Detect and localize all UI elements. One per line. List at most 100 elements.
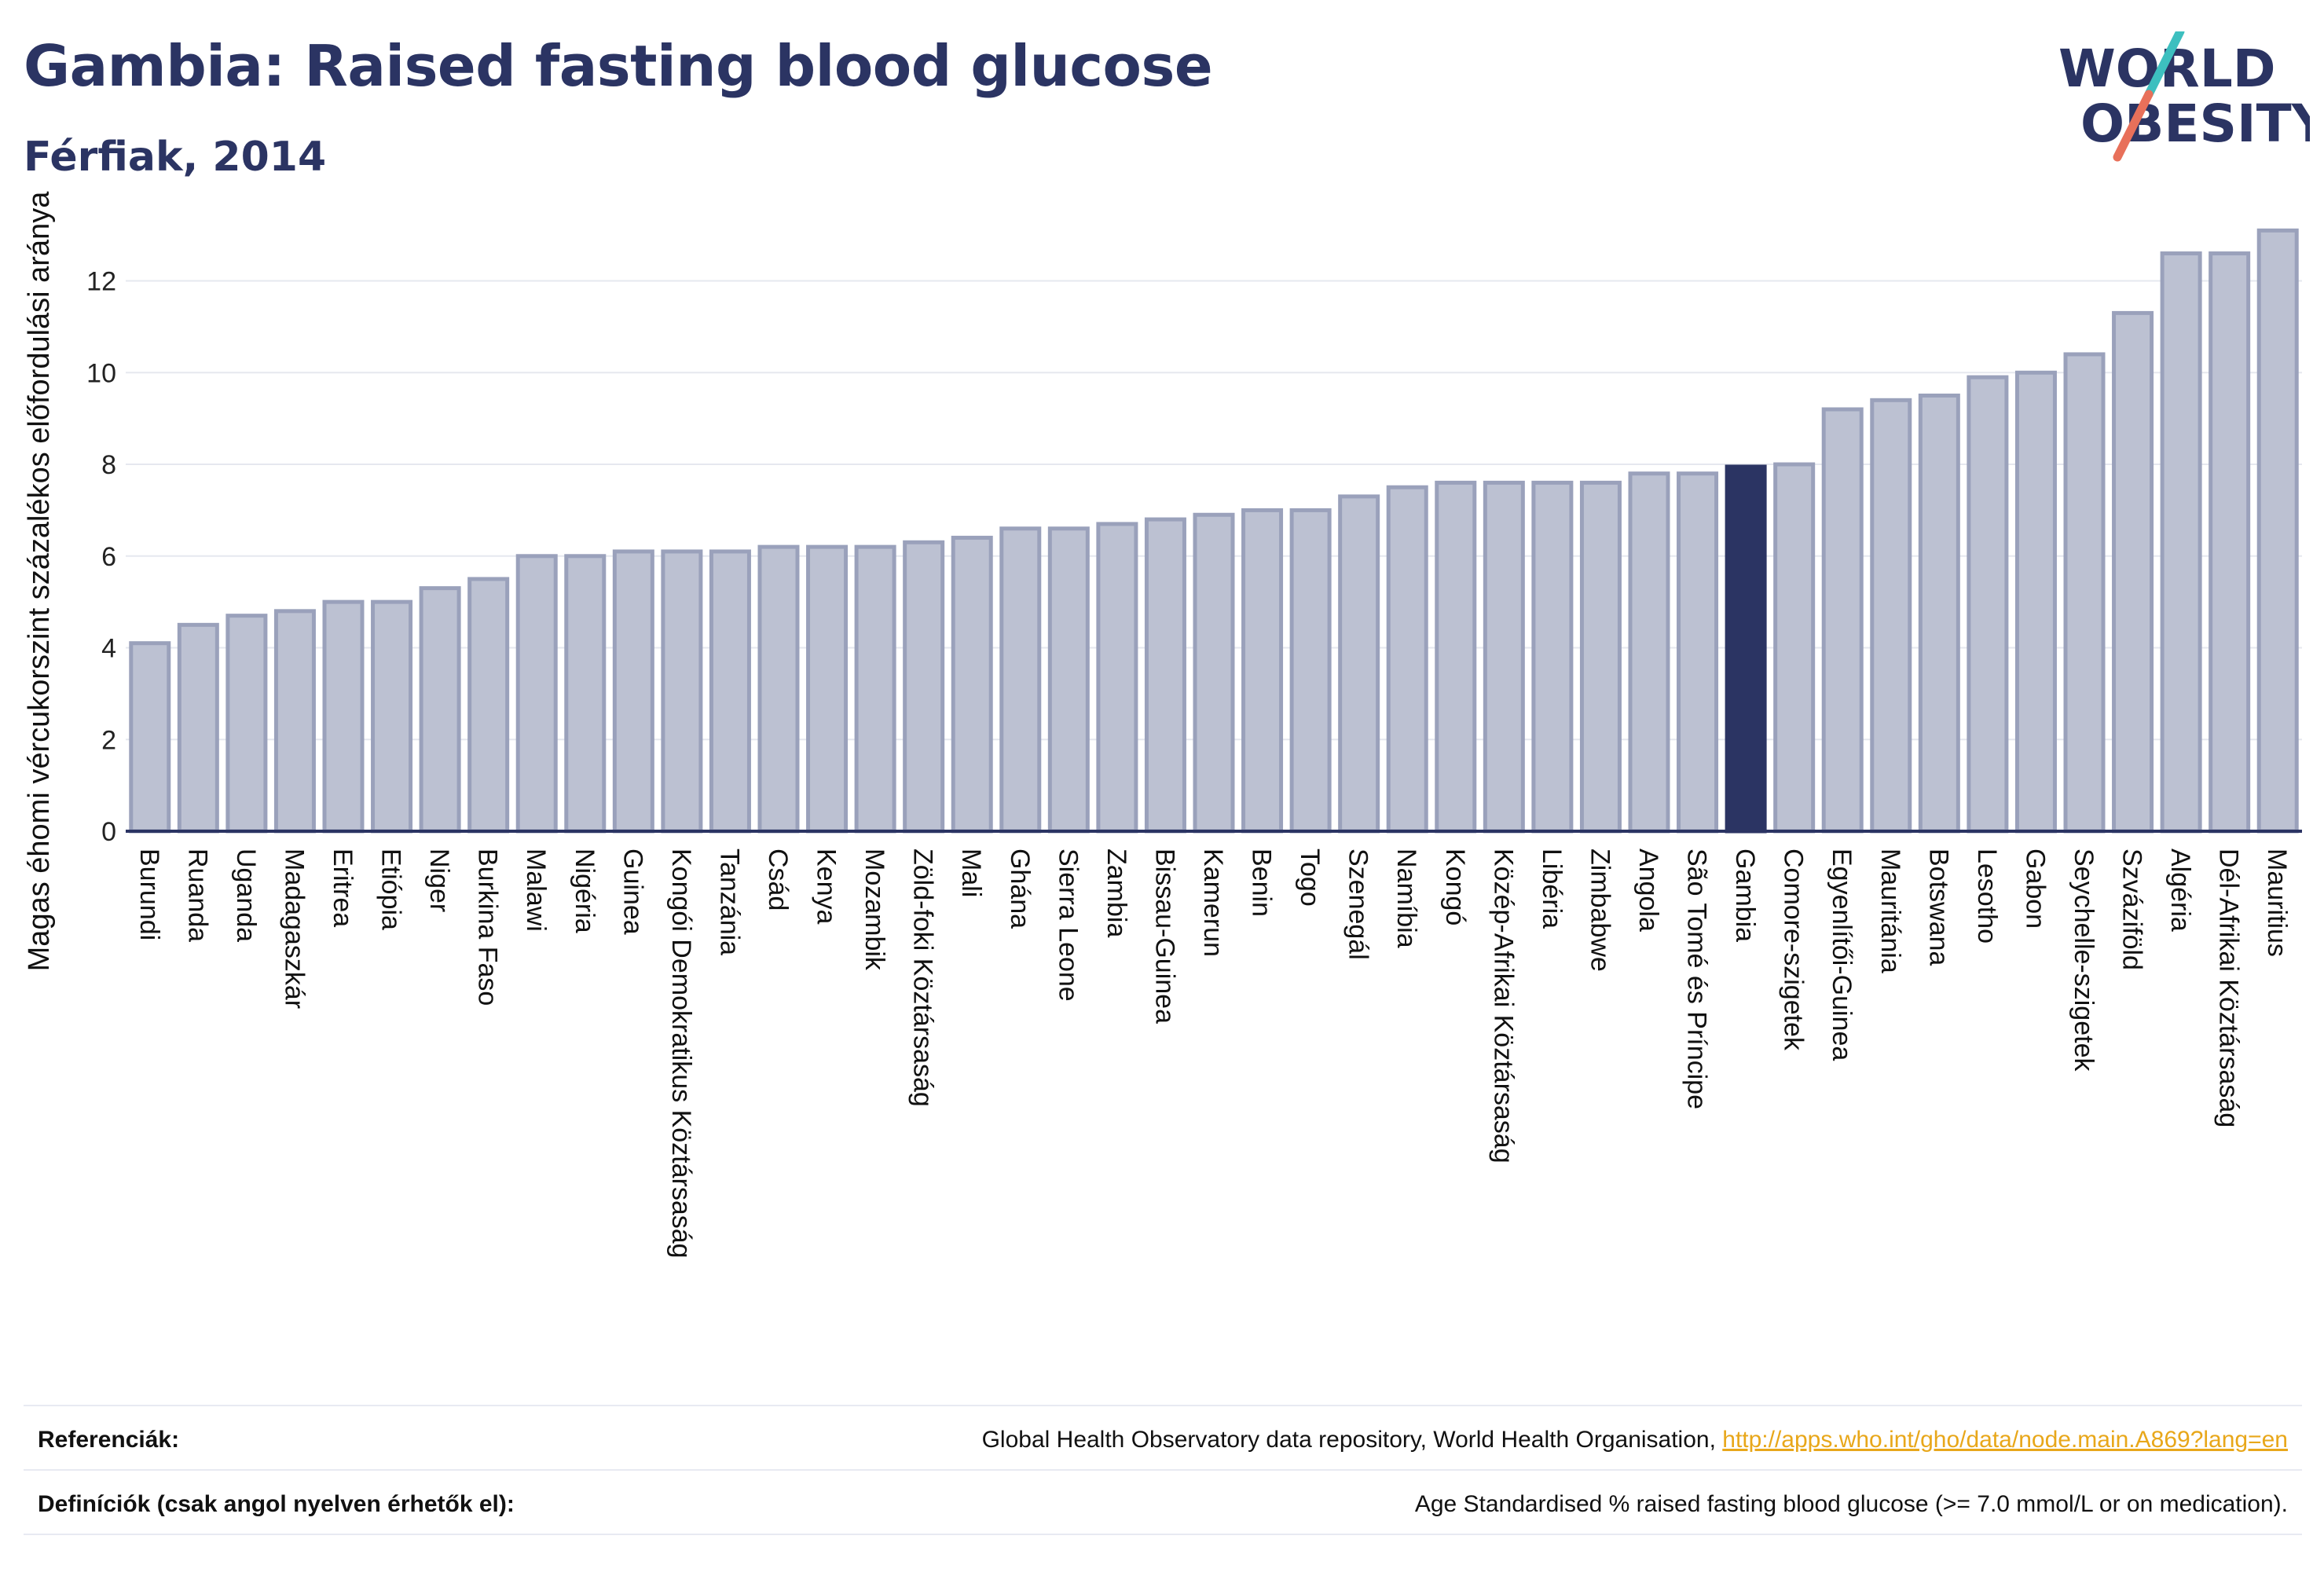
references-value: Global Health Observatory data repositor…	[982, 1427, 2288, 1453]
bar	[1579, 480, 1622, 834]
bar	[854, 544, 896, 834]
x-tick-label: Gabon	[2020, 848, 2050, 929]
bar	[1096, 522, 1138, 834]
bar	[1144, 517, 1186, 834]
bar	[419, 586, 461, 834]
footer-divider-bottom	[24, 1534, 2302, 1535]
bar	[1967, 375, 2009, 834]
y-tick-label: 10	[86, 358, 116, 388]
bar	[1435, 480, 1477, 834]
x-tick-label: Comore-szigetek	[1779, 848, 1809, 1051]
x-tick-label: Mali	[956, 848, 986, 897]
bar	[1241, 508, 1284, 834]
x-tick-label: Zöld-foki Köztársaság	[908, 848, 938, 1107]
bar	[1918, 393, 1960, 834]
x-tick-label: Malawi	[521, 848, 551, 932]
x-tick-label: São Tomé és Príncipe	[1682, 848, 1712, 1109]
x-tick-label: Mozambik	[860, 848, 889, 971]
bar	[2160, 251, 2202, 834]
x-tick-label: Zimbabwe	[1585, 848, 1615, 972]
x-tick-label: Bissau-Guinea	[1149, 848, 1179, 1024]
bar	[2256, 228, 2299, 834]
logo-slash-top	[2144, 31, 2185, 99]
bar	[1193, 512, 1235, 834]
footer-divider-middle	[24, 1469, 2302, 1471]
x-tick-label: Sierra Leone	[1053, 848, 1083, 1002]
logo-line2: OBESITY	[2080, 93, 2310, 154]
x-tick-label: Angola	[1633, 848, 1663, 932]
x-tick-label: Ghána	[1005, 848, 1035, 929]
bar	[1628, 471, 1670, 834]
bar	[129, 641, 171, 834]
bar	[951, 535, 993, 834]
x-tick-label: Tanzánia	[714, 848, 744, 955]
x-tick-label: Libéria	[1537, 848, 1567, 929]
x-tick-label: Csád	[763, 848, 793, 911]
bar	[709, 549, 751, 834]
y-tick-label: 6	[101, 542, 116, 572]
bar	[1677, 471, 1719, 834]
x-tick-label: Zambia	[1102, 848, 1131, 937]
bar	[1047, 526, 1090, 834]
references-row: Referenciák: Global Health Observatory d…	[24, 1424, 2302, 1471]
bar	[903, 540, 945, 834]
x-tick-label: Namíbia	[1391, 848, 1421, 948]
bar	[564, 554, 607, 834]
x-tick-label: Togo	[1295, 848, 1325, 907]
y-tick-label: 12	[86, 267, 116, 297]
bar	[2112, 310, 2154, 834]
references-label: Referenciák:	[38, 1427, 180, 1453]
references-link[interactable]: http://apps.who.int/gho/data/node.main.A…	[1722, 1427, 2288, 1453]
x-tick-label: Guinea	[618, 848, 647, 935]
x-tick-label: Botswana	[1923, 848, 1953, 966]
y-tick-label: 8	[101, 450, 116, 480]
x-tick-label: Lesotho	[1972, 848, 2002, 944]
bar	[177, 622, 219, 834]
x-tick-label: Dél-Afrikai Köztársaság	[2214, 848, 2244, 1127]
definitions-value: Age Standardised % raised fasting blood …	[1414, 1491, 2288, 1517]
x-tick-label: Kenya	[812, 848, 841, 924]
bar	[1531, 480, 1574, 834]
x-tick-label: Burundi	[134, 848, 164, 940]
bar	[612, 549, 654, 834]
bar	[1289, 508, 1332, 834]
x-tick-label: Szenegál	[1343, 848, 1373, 960]
x-tick-label: Kamerun	[1198, 848, 1228, 957]
bar	[322, 599, 365, 834]
y-tick-label: 4	[101, 634, 116, 664]
bar	[1386, 485, 1428, 834]
bar	[467, 577, 510, 834]
x-tick-label: Nigéria	[570, 848, 599, 933]
bar	[2209, 251, 2251, 834]
x-tick-label: Kongó	[1440, 848, 1470, 925]
bar	[1483, 480, 1525, 834]
chart-title: Gambia: Raised fasting blood glucose	[24, 33, 1213, 99]
bar	[273, 609, 316, 834]
bar	[225, 614, 268, 834]
y-tick-label: 0	[101, 817, 116, 847]
x-tick-label: Madagaszkár	[279, 848, 309, 1009]
bar	[2063, 352, 2106, 834]
x-tick-label: Egyenlítői-Guinea	[1827, 848, 1857, 1061]
x-tick-label: Benin	[1247, 848, 1277, 917]
bar-chart: 0 2 4 6 8 10 12 Burundi Ruanda Uganda Madagaszkár E…	[23, 191, 2302, 1259]
bar	[1773, 462, 1816, 834]
bar	[2014, 370, 2057, 834]
x-tick-label: Seychelle-szigetek	[2069, 848, 2099, 1072]
references-text: Global Health Observatory data repositor…	[981, 1427, 1723, 1453]
x-tick-label: Etiópia	[376, 848, 406, 930]
logo-slash-bottom	[2113, 90, 2154, 162]
bar	[515, 554, 558, 834]
x-tick-label: Niger	[424, 848, 454, 912]
x-tick-label: Gambia	[1730, 848, 1760, 942]
x-tick-label: Mauritius	[2262, 848, 2292, 957]
x-tick-label: Burkina Faso	[473, 848, 503, 1006]
x-tick-label: Ruanda	[182, 848, 212, 942]
world-obesity-logo: WORLD OBESITY	[2058, 31, 2310, 162]
y-tick-label: 2	[101, 725, 116, 755]
x-tick-label: Eritrea	[328, 848, 357, 927]
x-tick-label: Közép-Afrikai Köztársaság	[1488, 848, 1518, 1164]
bar	[661, 549, 703, 834]
x-tick-label: Kongói Demokratikus Köztársaság	[666, 848, 696, 1259]
bar	[806, 544, 849, 834]
